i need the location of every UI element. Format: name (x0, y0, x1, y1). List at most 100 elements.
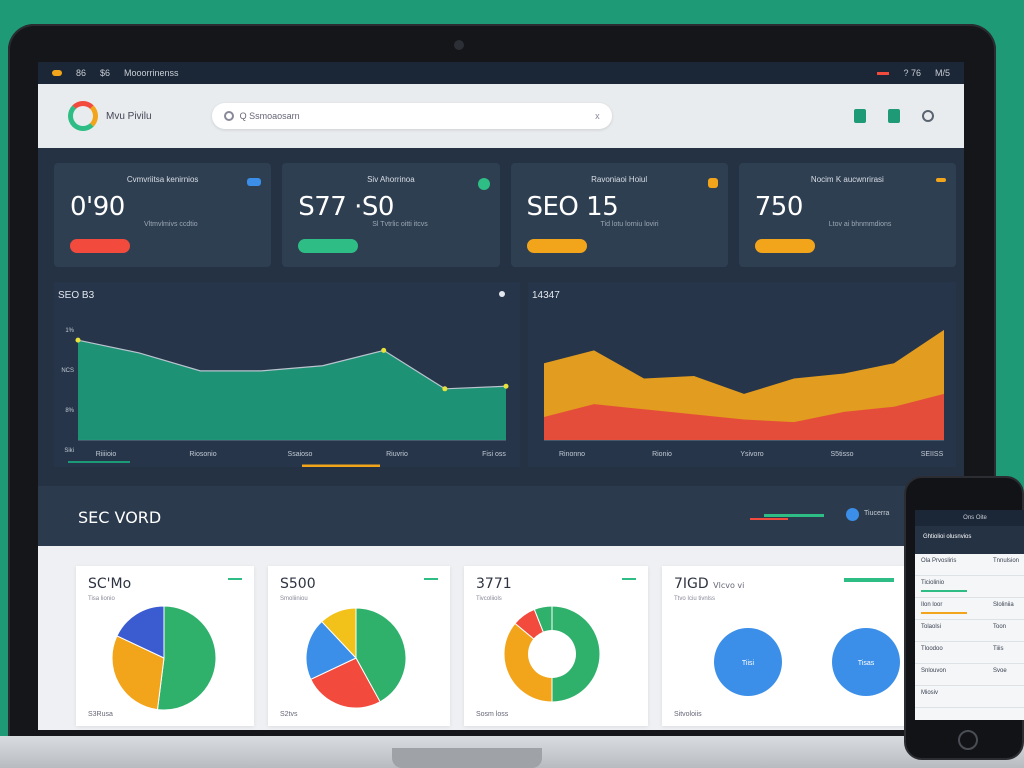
circle-card[interactable]: 7IGD Vlcvo vi Ttvo Iciu tivnlss Tiisi Ti… (662, 566, 906, 726)
list-item[interactable]: Ticiolinio (915, 576, 1024, 598)
pie-card[interactable]: SC'Mo Tisa lionio S3Rusa (76, 566, 254, 726)
logo-icon (68, 101, 98, 131)
series-line (77, 339, 507, 390)
pie-slice (503, 622, 553, 703)
pie-chart-svg (111, 605, 217, 711)
search-input[interactable]: Q Ssmoaosarn x (211, 103, 612, 129)
bookmark-icon[interactable] (854, 109, 866, 123)
sysbar-menu[interactable]: Mooorrinenss (124, 68, 179, 78)
stat-card[interactable]: Cvmvriitsa kenirnios 0'90 Vltmvlmivs ccd… (54, 163, 272, 267)
pie-sub: Smoliiniou (280, 596, 308, 602)
pie-sub: Ttvo Iciu tivnlss (674, 596, 716, 602)
home-button[interactable] (958, 730, 978, 750)
x-tick-label: Riiiioio (96, 451, 117, 458)
stat-value: SEO 15 (526, 192, 619, 222)
app-icon (52, 70, 62, 76)
pie-tag (228, 578, 242, 580)
stat-badge (247, 178, 262, 186)
y-tick-label: 1% (65, 328, 74, 334)
data-point (75, 337, 81, 343)
donut-card[interactable]: 3771 Tivcoliiols Sosm loss (464, 566, 648, 726)
chart-title: 14347 (532, 290, 560, 301)
phone-status: Ons Oite (915, 510, 1024, 526)
list-item-label: Tloodoo (921, 646, 943, 652)
sysbar-b: $6 (100, 68, 111, 78)
list-item[interactable]: Tolaolsi Toon (915, 620, 1024, 642)
system-bar: 86 $6 Mooorrinenss ? 76 M/5 (38, 62, 964, 84)
download-icon[interactable] (888, 109, 900, 123)
list-item[interactable]: Miosiv (915, 686, 1024, 708)
legend-dot (846, 508, 859, 521)
series-area (78, 340, 506, 440)
pie-slice (305, 620, 357, 680)
x-tick-label: Rinonno (559, 451, 585, 458)
list-item-value: Toon (993, 624, 1007, 630)
stat-cards: Cvmvriitsa kenirnios 0'90 Vltmvlmivs ccd… (54, 163, 956, 267)
menu-dot (499, 291, 505, 297)
section-title: SEC VORD (78, 508, 162, 527)
area-chart-svg: Rinonno Rionio Ysivoro S5tisso SEIISS (544, 329, 944, 458)
circle-chart-svg: Tiisi Tisas (714, 628, 900, 696)
sysbar-status: ? 76 (903, 68, 921, 78)
donut-hole (528, 630, 576, 678)
list-item[interactable]: Ola Prvosliris Tnnulsion (915, 554, 1024, 576)
clear-icon[interactable]: x (595, 111, 600, 121)
list-item-value: Tiiis (993, 646, 1004, 652)
stat-pill[interactable] (298, 239, 359, 253)
pie-sub: Tivcoliiols (476, 596, 502, 602)
keyword-area-chart: 14347 Rinonno Rionio Ysivoro S5tisso SEIISS (528, 282, 956, 467)
list-item-label: Ilon loor (921, 602, 943, 608)
pie-foot: Sosm loss (476, 711, 509, 718)
pie-foot: Sitvoloiis (674, 711, 702, 718)
pie-section: SC'Mo Tisa lionio S3Rusa S500 Smoliiniou… (38, 546, 964, 730)
chart-title: SEO B3 (58, 290, 95, 301)
stat-value: S77 ·S0 (298, 192, 394, 222)
list-item-value: Svoe (993, 668, 1007, 674)
list-item[interactable]: Tloodoo Tiiis (915, 642, 1024, 664)
stat-sub: Tid lotu lorniu loviri (600, 221, 659, 228)
series-area (544, 393, 944, 440)
x-tick-label: SEIISS (921, 451, 944, 458)
brand-name: Mvu Pivilu (106, 110, 152, 122)
stat-badge (707, 178, 718, 188)
search-placeholder: Q Ssmoaosarn (239, 111, 300, 121)
pie-title: S500 (280, 576, 316, 592)
stat-sub: Vltmvlmivs ccdtio (144, 221, 198, 228)
stat-title: Ravoniaoi Hoiul (591, 175, 648, 184)
list-item-bar (921, 590, 967, 592)
stat-title: Siv Ahorrinoa (367, 175, 415, 184)
stat-sub: Sl Tvtrlic oitti itcvs (372, 221, 428, 228)
stat-sub: Ltov ai bhnmmdions (828, 221, 892, 228)
pie-title: SC'Mo (88, 576, 132, 592)
stat-pill[interactable] (526, 239, 587, 253)
x-tick-label: Riosonio (189, 451, 216, 458)
x-tick-label: S5tisso (831, 451, 854, 458)
pie-slice (116, 605, 165, 659)
wifi-icon (877, 71, 890, 75)
phone-header: Ghtiolioi olusnvios (915, 526, 1024, 554)
magnify-icon[interactable] (922, 110, 934, 122)
stat-pill[interactable] (70, 239, 130, 253)
x-tick-label: Rionio (652, 451, 672, 458)
stat-badge (936, 178, 946, 182)
stat-title: Nocim K aucwnrirasi (810, 175, 884, 184)
pie-title: 3771 (476, 576, 512, 592)
stat-pill[interactable] (754, 239, 815, 253)
legend-line-green (764, 514, 824, 517)
stat-card[interactable]: Nocim K aucwnrirasi 750 Ltov ai bhnmmdio… (738, 163, 956, 267)
pie-card[interactable]: S500 Smoliiniou S2tvs (268, 566, 450, 726)
pie-foot: S3Rusa (88, 711, 113, 718)
x-tick-label: Ysivoro (740, 451, 763, 458)
stat-card[interactable]: Siv Ahorrinoa S77 ·S0 Sl Tvtrlic oitti i… (282, 163, 500, 267)
pie-tag (844, 578, 894, 582)
phone-device: Ons Oite Ghtiolioi olusnvios Ola Prvosli… (904, 476, 1024, 760)
pie-sub: Tisa lionio (88, 596, 115, 602)
stat-card[interactable]: Ravoniaoi Hoiul SEO 15 Tid lotu lorniu l… (510, 163, 728, 267)
legend-label: Tiucerra (864, 510, 890, 517)
list-item[interactable]: Ilon loor Sloliniia (915, 598, 1024, 620)
camera-icon (454, 40, 464, 50)
list-item-label: Snlouvon (921, 668, 947, 674)
list-item[interactable]: Snlouvon Svoe (915, 664, 1024, 686)
stat-value: 0'90 (70, 192, 125, 222)
x-tick-label: Fisi oss (482, 451, 506, 458)
